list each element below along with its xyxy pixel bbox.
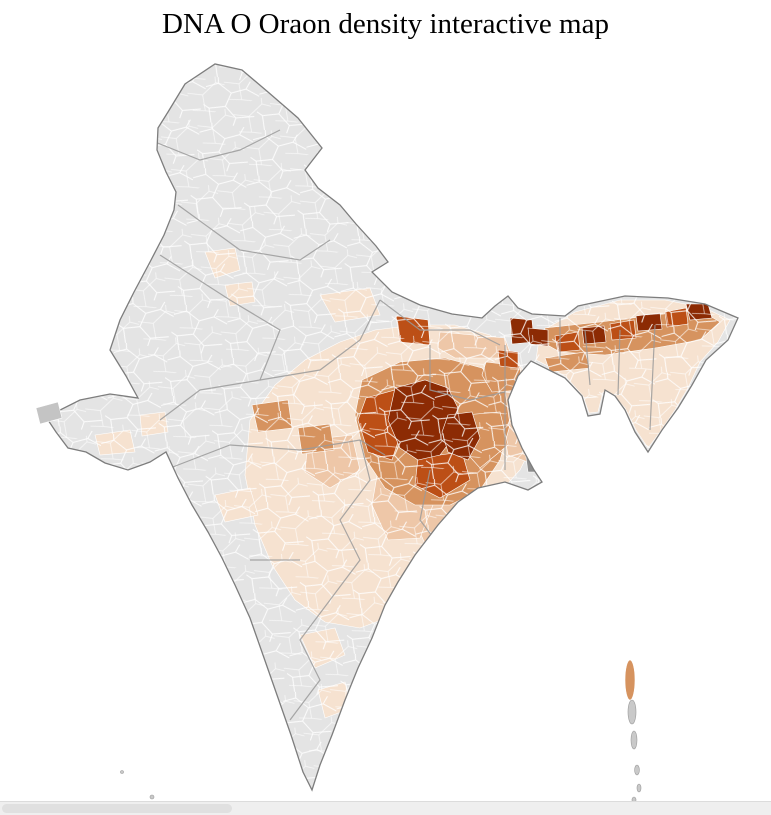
district-borders-mesh xyxy=(48,64,738,790)
andaman-north-island[interactable] xyxy=(624,659,636,701)
andaman-south-island[interactable] xyxy=(630,730,638,750)
page-title: DNA O Oraon density interactive map xyxy=(162,8,609,40)
horizontal-scrollbar-track[interactable] xyxy=(0,801,771,815)
horizontal-scrollbar-thumb[interactable] xyxy=(2,804,232,813)
india-outline xyxy=(47,63,739,792)
nicobar-island-a[interactable] xyxy=(634,764,640,776)
region-kutch-west-fragment[interactable] xyxy=(35,401,63,425)
nicobar-island-b[interactable] xyxy=(636,783,642,793)
lakshadweep-dot-a[interactable] xyxy=(149,794,155,800)
lakshadweep-dot-b[interactable] xyxy=(120,770,124,774)
andaman-middle-island[interactable] xyxy=(627,699,637,725)
andaman-nicobar-islands[interactable] xyxy=(120,659,642,804)
